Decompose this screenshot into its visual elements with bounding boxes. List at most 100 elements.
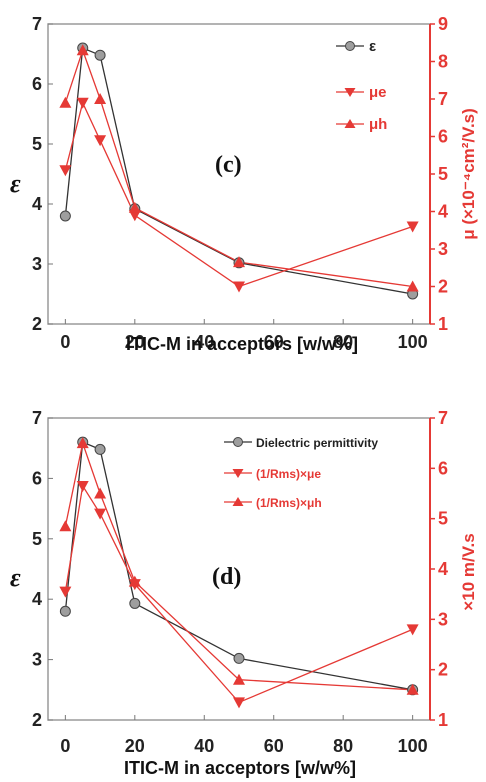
data-point-series-1 xyxy=(59,586,72,598)
data-point-series-2 xyxy=(59,96,72,108)
panel-label: (c) xyxy=(215,152,242,178)
x-axis-label: ITIC-M in acceptors [w/w%] xyxy=(126,334,358,354)
legend-marker-epsilon xyxy=(345,41,355,51)
data-point-series-2 xyxy=(406,280,419,292)
x-tick-label: 0 xyxy=(60,736,70,756)
data-point-series-1 xyxy=(128,210,141,222)
y-left-tick-label: 7 xyxy=(32,408,42,428)
x-tick-label: 80 xyxy=(333,736,353,756)
data-point-series-0 xyxy=(94,49,106,61)
legend-marker-permittivity xyxy=(233,437,243,447)
data-point-series-2 xyxy=(233,673,245,685)
data-point-series-2 xyxy=(233,256,245,268)
data-point-series-1 xyxy=(406,624,419,636)
legend-marker-rms-mu-h xyxy=(232,497,244,506)
y-right-tick-label: 1 xyxy=(438,710,448,730)
legend-label-permittivity: Dielectric permittivity xyxy=(256,436,378,450)
chart-panel-d: 0 20 40 60 80 100 2 3 4 5 6 7 1 2 3 4 5 6 7 (d) ε ×10 m/V.… xyxy=(10,408,478,778)
data-point-series-0 xyxy=(59,605,71,617)
panel-label: (d) xyxy=(212,564,241,590)
y-right-tick-label: 7 xyxy=(438,89,448,109)
y-axis-label-left: ε xyxy=(10,169,21,198)
series-line-1 xyxy=(64,100,413,288)
data-point-series-0 xyxy=(94,443,106,455)
y-right-tick-label: 6 xyxy=(438,458,448,478)
x-axis-label: ITIC-M in acceptors [w/w%] xyxy=(124,758,356,778)
y-left-tick-label: 2 xyxy=(32,710,42,730)
y-left-tick-label: 4 xyxy=(32,589,42,609)
y-right-tick-label: 3 xyxy=(438,609,448,629)
data-point-series-1 xyxy=(406,221,419,233)
y-left-tick-label: 5 xyxy=(32,529,42,549)
data-point-series-2 xyxy=(59,520,72,532)
data-point-series-1 xyxy=(233,281,245,293)
legend-label-mu-e: μe xyxy=(369,84,387,101)
series-line-1 xyxy=(64,484,413,704)
chart-panel-c: 0 20 40 60 80 100 2 3 4 5 6 7 1 2 3 4 5 6 7 8 9 (c) ε μ (×10… xyxy=(10,14,478,354)
y-left-tick-label: 2 xyxy=(32,314,42,334)
series-line-0 xyxy=(64,47,413,295)
data-point-series-2 xyxy=(128,575,141,587)
series-line-0 xyxy=(64,441,413,691)
legend-label-rms-mu-h: (1/Rms)×μh xyxy=(256,496,322,510)
legend-marker-mu-e xyxy=(344,88,356,97)
legend-label-mu-h: μh xyxy=(369,116,387,133)
y-left-tick-label: 3 xyxy=(32,650,42,670)
y-left-tick-label: 6 xyxy=(32,74,42,94)
x-tick-label: 60 xyxy=(264,736,284,756)
y-right-tick-label: 8 xyxy=(438,52,448,72)
y-left-tick-label: 4 xyxy=(32,194,42,214)
x-tick-label: 40 xyxy=(194,332,214,352)
data-point-series-2 xyxy=(76,44,89,56)
data-point-series-0 xyxy=(59,210,71,222)
x-tick-label: 20 xyxy=(125,332,145,352)
legend: ε μe μh xyxy=(336,38,387,133)
legend-marker-rms-mu-e xyxy=(232,469,244,478)
data-point-series-2 xyxy=(94,93,107,104)
y-right-tick-label: 5 xyxy=(438,164,448,184)
legend-label-epsilon: ε xyxy=(369,38,376,55)
legend-label-rms-mu-e: (1/Rms)×μe xyxy=(256,467,321,481)
y-left-tick-label: 7 xyxy=(32,14,42,34)
y-right-tick-label: 1 xyxy=(438,314,448,334)
y-right-tick-label: 7 xyxy=(438,408,448,428)
data-point-series-0 xyxy=(233,652,245,664)
series-line-2 xyxy=(64,440,413,691)
y-right-tick-label: 2 xyxy=(438,277,448,297)
data-point-series-2 xyxy=(406,683,419,695)
y-right-tick-label: 2 xyxy=(438,660,448,680)
y-left-tick-label: 5 xyxy=(32,134,42,154)
x-tick-label: 100 xyxy=(398,736,428,756)
x-tick-label: 100 xyxy=(398,332,428,352)
x-tick-label: 0 xyxy=(60,332,70,352)
data-point-series-1 xyxy=(94,508,107,520)
legend: Dielectric permittivity (1/Rms)×μe (1/Rm… xyxy=(224,436,378,510)
y-right-tick-label: 5 xyxy=(438,509,448,529)
data-point-series-2 xyxy=(76,437,89,449)
y-axis-label-right: μ (×10⁻⁴cm²/V.s) xyxy=(459,108,478,240)
y-left-tick-label: 6 xyxy=(32,468,42,488)
data-point-series-1 xyxy=(76,480,89,492)
y-left-tick-label: 3 xyxy=(32,254,42,274)
data-point-series-2 xyxy=(128,201,141,213)
series-line-2 xyxy=(64,48,413,288)
y-right-tick-label: 4 xyxy=(438,559,448,579)
y-axis-label-right: ×10 m/V.s xyxy=(459,533,478,610)
data-point-series-1 xyxy=(76,97,89,109)
data-point-series-2 xyxy=(94,487,107,499)
data-point-series-0 xyxy=(129,597,141,609)
data-point-series-1 xyxy=(94,135,107,147)
data-point-series-1 xyxy=(233,697,245,709)
y-right-tick-label: 9 xyxy=(438,14,448,34)
y-right-tick-label: 6 xyxy=(438,127,448,147)
legend-marker-mu-h xyxy=(344,119,356,128)
y-right-tick-label: 4 xyxy=(438,202,448,222)
y-right-tick-label: 3 xyxy=(438,239,448,259)
x-tick-label: 40 xyxy=(194,736,214,756)
x-tick-label: 60 xyxy=(264,332,284,352)
x-tick-label: 80 xyxy=(333,332,353,352)
data-point-series-1 xyxy=(59,165,72,177)
x-tick-label: 20 xyxy=(125,736,145,756)
y-axis-label-left: ε xyxy=(10,563,21,592)
